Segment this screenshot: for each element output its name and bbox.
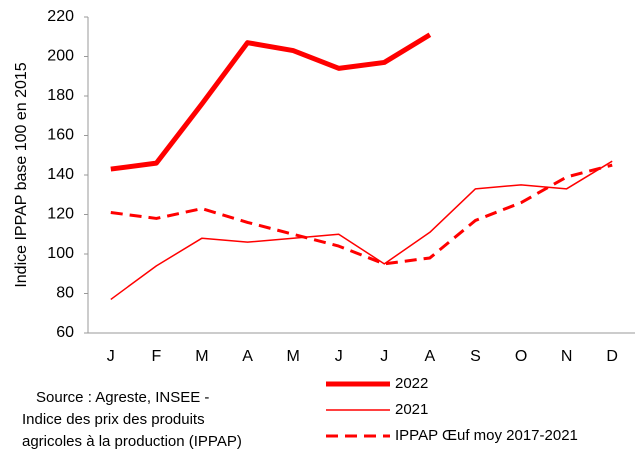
x-tick-label: N [561,348,573,365]
legend-label: IPPAP Œuf moy 2017-2021 [395,427,578,444]
x-tick-label: F [151,348,161,365]
x-tick-label: A [425,348,436,365]
x-tick-label: O [515,348,527,365]
source-line: Source : Agreste, INSEE - [36,389,209,406]
x-tick-label: J [335,348,343,365]
x-tick-label: M [195,348,208,365]
x-tick-label: S [470,348,481,365]
legend-label: 2022 [395,375,428,392]
x-tick-label: J [107,348,115,365]
y-tick-label: 160 [47,127,74,144]
series-line [110,163,613,266]
y-tick-label: 80 [56,285,74,302]
y-axis-label: Indice IPPAP base 100 en 2015 [13,62,30,287]
x-tick-label: J [380,348,388,365]
y-tick-label: 180 [47,87,74,104]
source-line: agricoles à la production (IPPAP) [22,433,242,450]
y-tick-label: 140 [47,166,74,183]
series-line [110,160,613,301]
y-tick-label: 220 [47,8,74,25]
source-line: Indice des prix des produits [22,411,205,428]
y-tick-label: 100 [47,245,74,262]
y-tick-label: 60 [56,324,74,341]
x-tick-label: M [286,348,299,365]
y-tick-label: 120 [47,206,74,223]
x-tick-label: A [242,348,253,365]
y-tick-label: 200 [47,48,74,65]
x-tick-label: D [606,348,618,365]
legend-label: 2021 [395,401,428,418]
series-line [110,32,432,172]
